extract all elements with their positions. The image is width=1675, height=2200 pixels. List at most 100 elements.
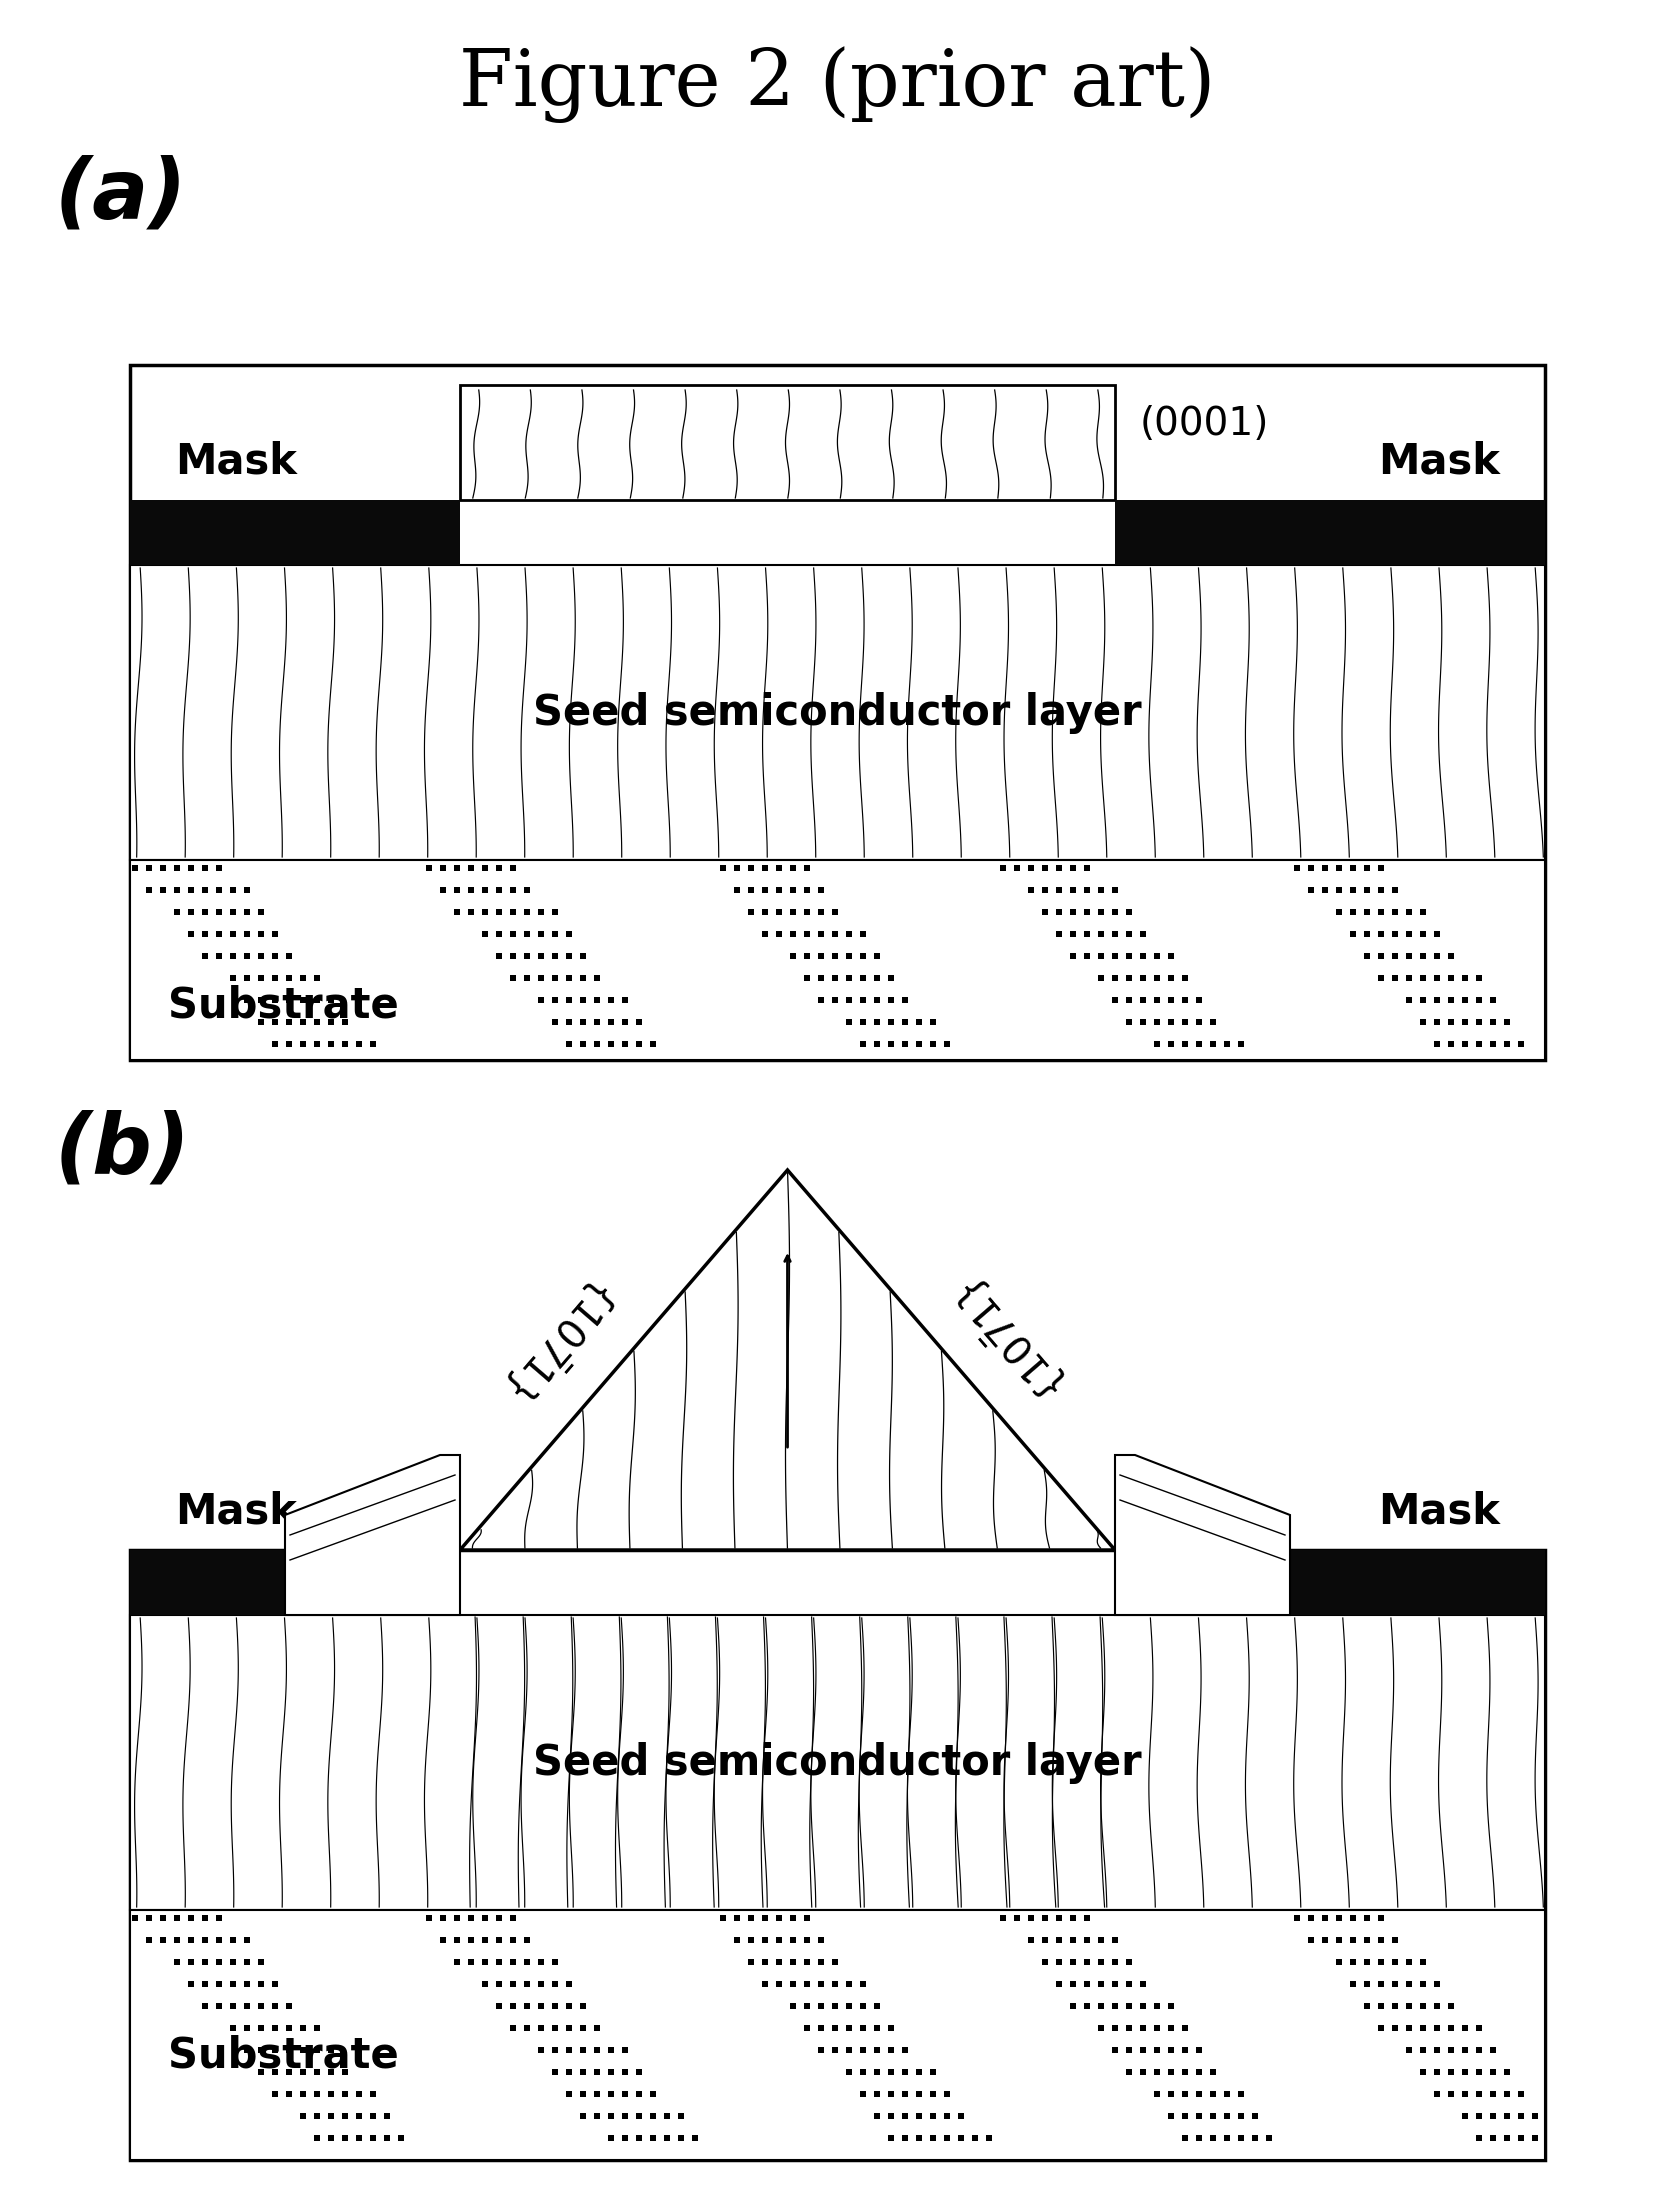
Text: Seed semiconductor layer: Seed semiconductor layer: [533, 1742, 1142, 1784]
Point: [1466, 1027, 1492, 1063]
Point: [1325, 1945, 1352, 1980]
Point: [1437, 2011, 1464, 2046]
Point: [1382, 961, 1409, 997]
Point: [1157, 1989, 1184, 2024]
Point: [836, 1005, 863, 1041]
Point: [528, 1945, 554, 1980]
Point: [625, 1027, 652, 1063]
Point: [457, 1923, 484, 1958]
Point: [779, 1945, 806, 1980]
Point: [303, 1027, 330, 1063]
Point: [1452, 2099, 1479, 2134]
Point: [303, 2011, 330, 2046]
Point: [1003, 1901, 1030, 1936]
Point: [1367, 2011, 1394, 2046]
Point: [570, 2099, 596, 2134]
Point: [1074, 1989, 1100, 2024]
Point: [191, 873, 218, 909]
Point: [233, 1945, 260, 1980]
Point: [233, 939, 260, 975]
Point: [486, 1989, 513, 2024]
Polygon shape: [461, 1170, 1116, 1551]
Point: [1102, 939, 1129, 975]
Point: [486, 1945, 513, 1980]
Point: [920, 2099, 946, 2134]
Point: [499, 2011, 526, 2046]
Point: [1171, 2011, 1198, 2046]
Point: [1298, 1923, 1325, 1958]
Point: [1382, 2011, 1409, 2046]
Point: [318, 2077, 345, 2112]
Point: [1298, 1901, 1325, 1936]
Point: [472, 873, 499, 909]
Point: [1214, 2099, 1241, 2134]
Point: [499, 873, 526, 909]
Point: [528, 939, 554, 975]
Point: [318, 2055, 345, 2090]
Point: [1060, 1923, 1087, 1958]
Point: [1060, 1989, 1087, 2024]
Point: [807, 1923, 834, 1958]
Point: [1283, 851, 1310, 887]
Point: [472, 851, 499, 887]
Point: [1199, 2099, 1226, 2134]
Point: [1395, 2033, 1422, 2068]
Point: [206, 1923, 233, 1958]
Point: [136, 873, 162, 909]
Point: [1410, 1967, 1437, 2002]
Point: [1340, 1923, 1367, 1958]
Point: [737, 1901, 764, 1936]
Point: [499, 939, 526, 975]
Point: [1087, 895, 1114, 931]
Point: [752, 1901, 779, 1936]
Polygon shape: [285, 1454, 461, 1615]
Point: [1353, 895, 1380, 931]
Point: [1144, 1005, 1171, 1041]
Point: [444, 1945, 471, 1980]
Point: [556, 1005, 583, 1041]
Point: [541, 917, 568, 953]
Point: [541, 2033, 568, 2068]
Point: [1157, 2055, 1184, 2090]
Point: [556, 2055, 583, 2090]
Point: [1466, 983, 1492, 1019]
Point: [570, 2011, 596, 2046]
Point: [948, 2121, 975, 2156]
Point: [878, 2011, 905, 2046]
Point: [374, 2121, 400, 2156]
Point: [1452, 1027, 1479, 1063]
Point: [668, 2121, 695, 2156]
Point: [1479, 2055, 1506, 2090]
Point: [164, 873, 191, 909]
Point: [444, 1923, 471, 1958]
Point: [1199, 1027, 1226, 1063]
Point: [387, 2121, 414, 2156]
Point: [752, 851, 779, 887]
Point: [1186, 983, 1213, 1019]
Point: [248, 1967, 275, 2002]
Point: [1116, 939, 1142, 975]
Point: [1367, 961, 1394, 997]
Point: [514, 2011, 541, 2046]
Point: [276, 2033, 303, 2068]
Point: [499, 851, 526, 887]
Point: [303, 2121, 330, 2156]
Point: [1186, 2055, 1213, 2090]
Point: [1382, 917, 1409, 953]
Point: [472, 1967, 499, 2002]
Point: [332, 2077, 358, 2112]
Point: [1382, 1989, 1409, 2024]
Point: [1424, 983, 1451, 1019]
Text: $\{10\bar{7}1\}$: $\{10\bar{7}1\}$: [946, 1269, 1077, 1410]
Point: [290, 961, 317, 997]
Point: [1102, 873, 1129, 909]
Point: [1157, 1027, 1184, 1063]
Point: [1298, 851, 1325, 887]
Point: [514, 1923, 541, 1958]
Point: [1129, 1989, 1156, 2024]
Point: [583, 1005, 610, 1041]
Point: [219, 961, 246, 997]
Point: [779, 1901, 806, 1936]
Point: [836, 939, 863, 975]
Point: [807, 1945, 834, 1980]
